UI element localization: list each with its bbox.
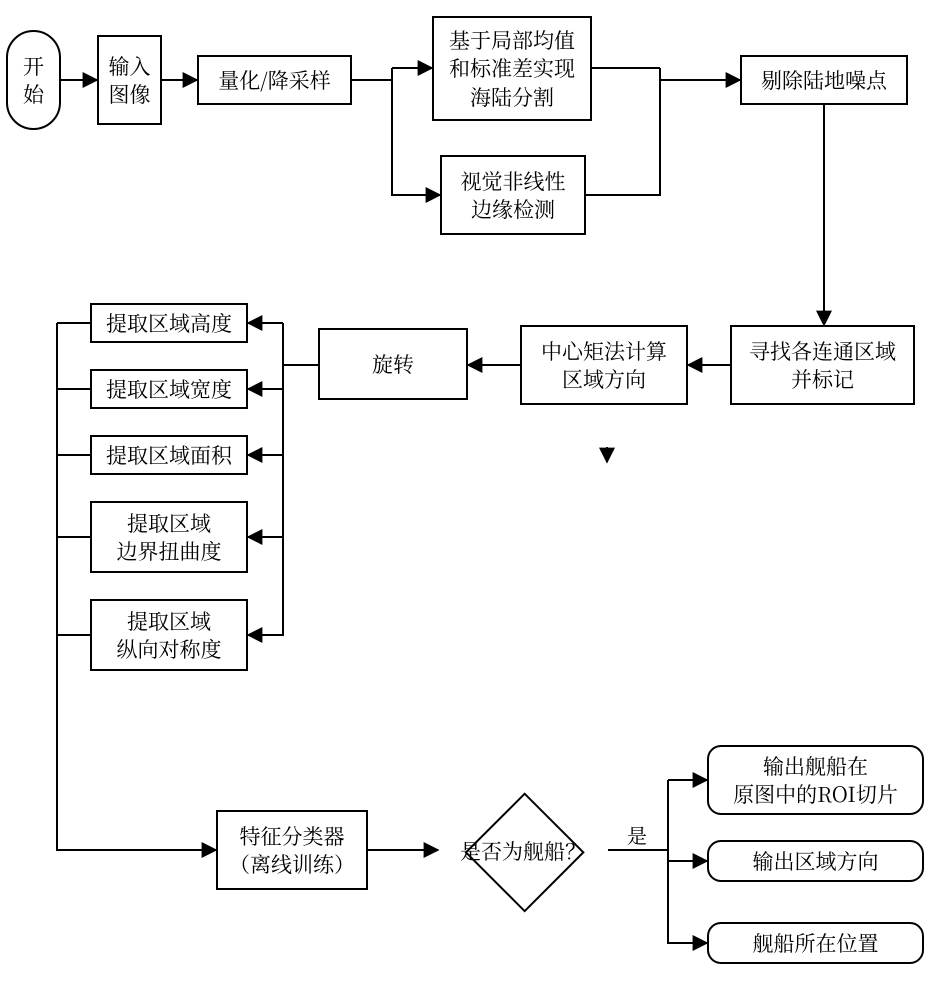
- step-sea-land-segment-text: 基于局部均值 和标准差实现 海陆分割: [449, 26, 575, 111]
- step-remove-land-noise-text: 剔除陆地噪点: [761, 66, 887, 94]
- step-visual-nonlinear-edge-text: 视觉非线性 边缘检测: [461, 167, 566, 224]
- decision-yes-label: 是: [627, 820, 647, 849]
- step-extract-area: 提取区域面积: [90, 435, 248, 475]
- output-roi-slice: 输出舰船在 原图中的ROI切片: [707, 745, 924, 815]
- step-remove-land-noise: 剔除陆地噪点: [740, 55, 908, 105]
- step-extract-width-text: 提取区域宽度: [106, 375, 232, 403]
- step-rotate-text: 旋转: [372, 350, 414, 378]
- step-feature-classifier: 特征分类器 （离线训练）: [216, 810, 368, 890]
- decision-is-ship: 是否为舰船？: [438, 793, 608, 908]
- output-ship-location-text: 舰船所在位置: [753, 929, 879, 957]
- step-find-connected-regions: 寻找各连通区域 并标记: [730, 325, 915, 405]
- step-rotate: 旋转: [318, 328, 468, 400]
- output-roi-slice-text: 输出舰船在 原图中的ROI切片: [733, 752, 898, 809]
- step-extract-area-text: 提取区域面积: [106, 441, 232, 469]
- step-visual-nonlinear-edge: 视觉非线性 边缘检测: [440, 155, 586, 235]
- step-sea-land-segment: 基于局部均值 和标准差实现 海陆分割: [432, 16, 592, 121]
- step-centroid-moment-direction: 中心矩法计算 区域方向: [520, 325, 688, 405]
- step-extract-vertical-symmetry: 提取区域 纵向对称度: [90, 599, 248, 671]
- step-extract-height: 提取区域高度: [90, 303, 248, 343]
- step-centroid-moment-direction-text: 中心矩法计算 区域方向: [541, 337, 667, 394]
- output-region-direction: 输出区域方向: [707, 840, 924, 882]
- step-extract-height-text: 提取区域高度: [106, 309, 232, 337]
- decision-is-ship-text: 是否为舰船？: [438, 793, 608, 908]
- step-extract-border-twist-text: 提取区域 边界扭曲度: [117, 509, 222, 566]
- terminator-start: 开 始: [6, 30, 61, 130]
- step-quantize-downsample-text: 量化/降采样: [218, 66, 330, 94]
- step-quantize-downsample: 量化/降采样: [197, 55, 352, 105]
- step-input-image-text: 输入 图像: [109, 52, 151, 109]
- step-feature-classifier-text: 特征分类器 （离线训练）: [229, 822, 355, 879]
- output-region-direction-text: 输出区域方向: [753, 847, 879, 875]
- step-extract-border-twist: 提取区域 边界扭曲度: [90, 501, 248, 573]
- step-find-connected-regions-text: 寻找各连通区域 并标记: [749, 337, 896, 394]
- output-ship-location: 舰船所在位置: [707, 922, 924, 964]
- terminator-start-text: 开 始: [23, 52, 44, 109]
- step-extract-width: 提取区域宽度: [90, 369, 248, 409]
- step-extract-vertical-symmetry-text: 提取区域 纵向对称度: [117, 607, 222, 664]
- step-input-image: 输入 图像: [97, 35, 162, 125]
